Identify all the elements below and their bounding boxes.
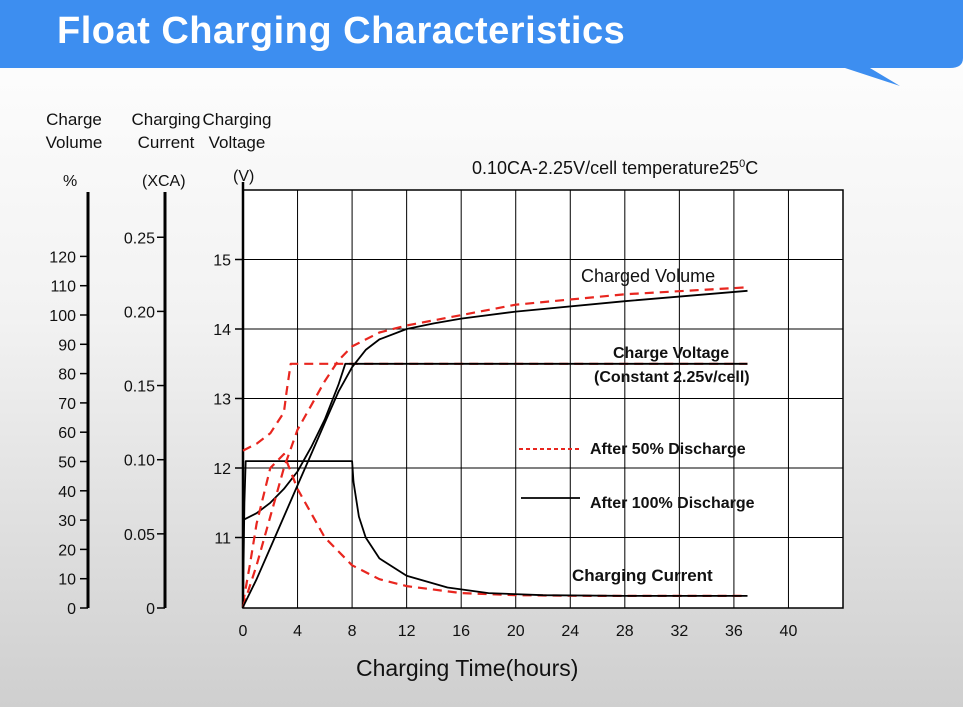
x-tick-label: 24: [561, 623, 579, 640]
charging-current-header-line1: Charging: [131, 110, 201, 129]
charged-volume-after-50-line: [241, 286, 748, 608]
x-tick-label: 40: [780, 623, 798, 640]
voltage-tick-label: 15: [213, 253, 231, 270]
legend-label-after-100: After 100% Discharge: [590, 495, 755, 512]
page-title: Float Charging Characteristics: [57, 10, 626, 52]
charging-voltage-header-line1: Charging: [202, 110, 272, 129]
current-tick-label: 0.15: [124, 379, 155, 396]
title-banner: Float Charging Characteristics: [0, 0, 963, 90]
charge-voltage-label: Charge Voltage: [613, 345, 729, 362]
current-tick-label: 0.25: [124, 230, 155, 247]
charging-voltage-unit: (V): [233, 168, 255, 185]
current-tick-label: 0.05: [124, 527, 155, 544]
volume-tick-label: 30: [58, 513, 76, 530]
volume-tick-label: 10: [58, 572, 76, 589]
volume-tick-label: 60: [58, 425, 76, 442]
charge-volume-header: Charge Volume: [44, 108, 104, 154]
volume-tick-label: 20: [58, 542, 76, 559]
x-tick-label: 0: [239, 623, 248, 640]
charging-current-after-50-line: [241, 453, 748, 604]
voltage-tick-label: 12: [213, 461, 231, 478]
condition-text: 0.10CA-2.25V/cell temperature25: [472, 158, 740, 178]
volume-tick-label: 40: [58, 484, 76, 501]
charge-volume-header-line1: Charge: [46, 110, 102, 129]
voltage-tick-label: 13: [213, 392, 231, 409]
volume-tick-label: 90: [58, 337, 76, 354]
charging-current-after-100-line: [242, 460, 748, 604]
degree-mark: 0: [739, 158, 746, 170]
charging-current-header-line2: Current: [137, 133, 195, 152]
volume-tick-label: 100: [49, 308, 76, 325]
charging-voltage-header-line2: Voltage: [208, 133, 266, 152]
current-tick-label: 0.10: [124, 453, 155, 470]
current-tick-label: 0.20: [124, 304, 155, 321]
volume-tick-label: 50: [58, 455, 76, 472]
volume-tick-label: 70: [58, 396, 76, 413]
test-condition-note: 0.10CA-2.25V/cell temperature250C: [472, 158, 758, 179]
voltage-tick-label: 14: [213, 322, 231, 339]
charge-voltage-after-100-line: [242, 362, 748, 521]
x-tick-label: 4: [293, 623, 302, 640]
volume-tick-label: 110: [50, 279, 76, 296]
banner-shape: [0, 0, 963, 86]
volume-tick-label: 80: [58, 367, 76, 384]
x-tick-label: 28: [616, 623, 634, 640]
charged-volume-after-100-line: [242, 289, 748, 608]
charging-current-header: Charging Current: [130, 108, 202, 154]
charge-volume-header-line2: Volume: [45, 133, 103, 152]
x-tick-label: 20: [507, 623, 525, 640]
charging-current-label: Charging Current: [572, 566, 713, 585]
condition-unit: C: [745, 158, 759, 178]
volume-tick-label: 0: [67, 601, 76, 618]
x-axis-title: Charging Time(hours): [356, 655, 579, 681]
charging-voltage-header: Charging Voltage: [202, 108, 272, 154]
charged-volume-label: Charged Volume: [581, 266, 715, 286]
voltage-tick-label: 11: [214, 531, 231, 548]
x-tick-label: 8: [348, 623, 357, 640]
current-tick-label: 0: [146, 601, 155, 618]
charge-volume-unit: %: [63, 173, 78, 190]
x-tick-label: 12: [398, 623, 416, 640]
charging-current-unit: (XCA): [142, 173, 186, 190]
volume-tick-label: 120: [49, 249, 76, 266]
legend-label-after-50: After 50% Discharge: [590, 441, 746, 458]
x-tick-label: 32: [670, 623, 688, 640]
x-tick-label: 16: [452, 623, 470, 640]
charge-voltage-note: (Constant 2.25v/cell): [594, 369, 750, 386]
x-tick-label: 36: [725, 623, 743, 640]
